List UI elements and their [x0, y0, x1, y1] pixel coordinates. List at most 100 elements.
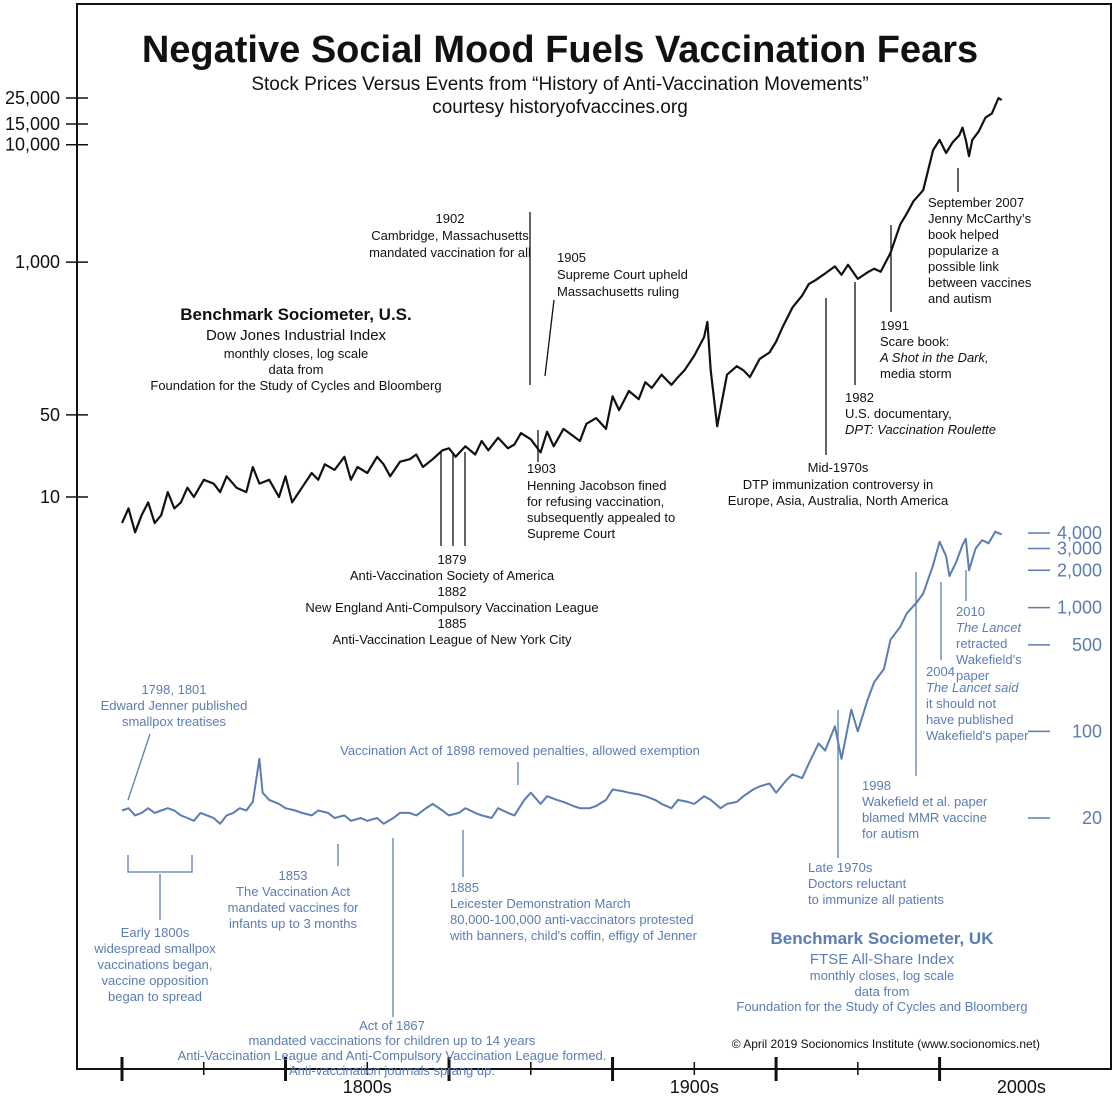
- ann-early1800s-line-3: vaccine opposition: [102, 973, 209, 988]
- ann-1879-line-0: 1879: [438, 552, 467, 567]
- us-y-tick-label: 10: [40, 487, 60, 507]
- ann-1867-line-0: Act of 1867: [359, 1018, 425, 1033]
- ann-2010-line-2: retracted: [956, 636, 1007, 651]
- ann-1853-line-2: mandated vaccines for: [228, 900, 359, 915]
- ann-2004-line-4: Wakefield's paper: [926, 728, 1029, 743]
- ann-1991-line-2: A Shot in the Dark,: [879, 350, 989, 365]
- x-tick-label: 1800s: [343, 1077, 392, 1097]
- ann-2004-line-2: it should not: [926, 696, 996, 711]
- ann-2007-line-3: popularize a: [928, 243, 1000, 258]
- ann-1798-line-2: smallpox treatises: [122, 714, 227, 729]
- ann-2010-line-3: Wakefield's: [956, 652, 1022, 667]
- ann-1867-line-2: Anti-Vaccination League and Anti-Compuls…: [178, 1048, 607, 1063]
- ann-mid1970s-line-0: Mid-1970s: [808, 460, 869, 475]
- x-axis: 1800s 1900s 2000s: [120, 1057, 1046, 1097]
- ann-1991-line-3: media storm: [880, 366, 952, 381]
- ann-1879-line-5: Anti-Vaccination League of New York City: [333, 632, 572, 647]
- ann-1879-line-1: Anti-Vaccination Society of America: [350, 568, 555, 583]
- x-tick-label: 1900s: [670, 1077, 719, 1097]
- ann-2007-line-2: book helped: [928, 227, 999, 242]
- ann-1853-line-1: The Vaccination Act: [236, 884, 350, 899]
- us-y-tick-label: 50: [40, 405, 60, 425]
- ann-1905-line-2: Massachusetts ruling: [557, 284, 679, 299]
- us-y-tick-label: 1,000: [15, 252, 60, 272]
- uk-series-line: [121, 530, 1003, 825]
- ann-1991-line-1: Scare book:: [880, 334, 949, 349]
- us-legend-line-1: Dow Jones Industrial Index: [206, 327, 387, 344]
- ann-2007-line-5: between vaccines: [928, 275, 1032, 290]
- uk-legend-line-1: FTSE All-Share Index: [810, 951, 955, 968]
- uk-annotations: 1798, 1801 Edward Jenner published small…: [93, 570, 1029, 1078]
- ann-1798-arrow: [127, 733, 151, 801]
- ann-1798-line-1: Edward Jenner published: [101, 698, 248, 713]
- chart-courtesy: courtesy historyofvaccines.org: [432, 97, 688, 118]
- ann-1902-line-2: mandated vaccination for all: [369, 245, 531, 260]
- ann-2010-line-1: The Lancet: [956, 620, 1022, 635]
- ann-2007-line-1: Jenny McCarthy’s: [928, 211, 1032, 226]
- ann-1885-line-0: 1885: [450, 880, 479, 895]
- ann-1879-line-4: 1885: [438, 616, 467, 631]
- ann-2010-line-4: paper: [956, 668, 990, 683]
- ann-1879-line-3: New England Anti-Compulsory Vaccination …: [305, 600, 598, 615]
- us-y-tick-label: 15,000: [5, 114, 60, 134]
- ann-2010-line-0: 2010: [956, 604, 985, 619]
- ann-1903-line-1: Henning Jacobson fined: [527, 478, 667, 493]
- uk-legend-line-2: monthly closes, log scale: [810, 968, 955, 983]
- ann-2004-line-3: have published: [926, 712, 1013, 727]
- uk-legend-line-4: Foundation for the Study of Cycles and B…: [736, 999, 1027, 1014]
- us-annotations: 1902 Cambridge, Massachusetts mandated v…: [305, 168, 1032, 647]
- ann-1903-line-2: for refusing vaccination,: [527, 494, 664, 509]
- ann-mid1970s-line-2: Europe, Asia, Australia, North America: [728, 493, 949, 508]
- uk-y-tick-label: 20: [1082, 808, 1102, 828]
- uk-legend-line-0: Benchmark Sociometer, UK: [771, 929, 995, 948]
- ann-1905-line-0: 1905: [557, 250, 586, 265]
- uk-y-tick-label: 1,000: [1057, 598, 1102, 618]
- us-y-tick-label: 10,000: [5, 135, 60, 155]
- ann-late1970s-line-0: Late 1970s: [808, 860, 873, 875]
- ann-1902-line-0: 1902: [436, 211, 465, 226]
- ann-early1800s-line-1: widespread smallpox: [93, 941, 216, 956]
- x-tick-label: 2000s: [997, 1077, 1046, 1097]
- ann-2007-line-4: possible link: [928, 259, 999, 274]
- ann-1903-line-4: Supreme Court: [527, 526, 616, 541]
- ann-1905-arrow: [544, 299, 555, 377]
- us-legend-line-0: Benchmark Sociometer, U.S.: [180, 305, 411, 324]
- uk-y-tick-label: 2,000: [1057, 560, 1102, 580]
- uk-y-tick-label: 500: [1072, 635, 1102, 655]
- ann-1853-line-0: 1853: [279, 868, 308, 883]
- ann-1885-line-3: with banners, child's coffin, effigy of …: [449, 928, 698, 943]
- uk-legend-line-3: data from: [855, 984, 910, 999]
- ann-1982-line-2: DPT: Vaccination Roulette: [845, 422, 996, 437]
- ann-1885-line-1: Leicester Demonstration March: [450, 896, 631, 911]
- ann-early1800s-line-4: began to spread: [108, 989, 202, 1004]
- chart-subtitle: Stock Prices Versus Events from “History…: [251, 74, 868, 95]
- chart-frame: [76, 3, 1112, 1070]
- ann-late1970s-line-1: Doctors reluctant: [808, 876, 907, 891]
- ann-1905-line-1: Supreme Court upheld: [557, 267, 688, 282]
- ann-1998-line-2: blamed MMR vaccine: [862, 810, 987, 825]
- ann-early1800s-bracket: [127, 855, 193, 873]
- ann-1991-line-0: 1991: [880, 318, 909, 333]
- us-y-tick-label: 25,000: [5, 88, 60, 108]
- uk-y-tick-label: 4,000: [1057, 523, 1102, 543]
- ann-1998-line-3: for autism: [862, 826, 919, 841]
- us-legend-line-3: data from: [269, 362, 324, 377]
- ann-early1800s-line-0: Early 1800s: [121, 925, 190, 940]
- ann-1998-line-0: 1998: [862, 778, 891, 793]
- ann-1798-line-0: 1798, 1801: [141, 682, 206, 697]
- ann-mid1970s-line-1: DTP immunization controversy in: [743, 477, 934, 492]
- us-legend-line-2: monthly closes, log scale: [224, 346, 369, 361]
- copyright: © April 2019 Socionomics Institute (www.…: [732, 1037, 1040, 1051]
- ann-2007-line-0: September 2007: [928, 195, 1024, 210]
- ann-1902-line-1: Cambridge, Massachusetts: [371, 228, 529, 243]
- uk-legend: Benchmark Sociometer, UK FTSE All-Share …: [736, 929, 1027, 1014]
- ann-1879-line-2: 1882: [438, 584, 467, 599]
- ann-1903-line-0: 1903: [527, 461, 556, 476]
- ann-1898-line-0: Vaccination Act of 1898 removed penaltie…: [340, 743, 700, 758]
- ann-2004-line-0: 2004: [926, 664, 955, 679]
- ann-1867-line-3: Anti-vaccination journals sprang up.: [289, 1063, 495, 1078]
- ann-2004-line-1: The Lancet said: [926, 680, 1019, 695]
